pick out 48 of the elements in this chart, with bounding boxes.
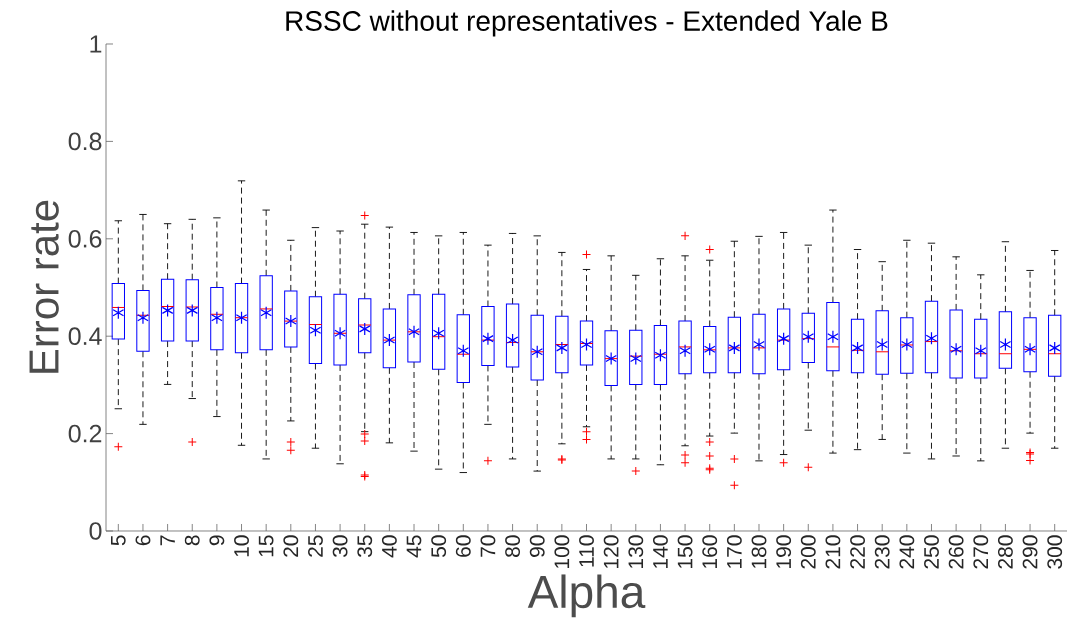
x-tick-label: 40 [381,535,397,558]
x-tick-label: 10 [234,535,249,557]
y-axis-title: Error rate [29,200,59,373]
x-tick-label: 240 [899,535,915,569]
x-tick-label: 20 [283,535,299,557]
x-tick-label: 190 [776,535,792,568]
y-tick-label: 0.8 [68,132,102,151]
x-tick-label: 8 [184,535,200,546]
x-tick-label: 280 [997,535,1013,569]
x-tick-label: 230 [874,535,890,569]
x-tick-label: 7 [160,535,175,546]
x-tick-label: 120 [603,535,619,568]
x-tick-label: 45 [406,535,422,558]
x-tick-label: 30 [332,535,348,558]
x-tick-label: 160 [702,535,718,568]
x-tick-label: 90 [529,535,545,557]
x-tick-label: 6 [135,535,151,546]
y-tick-label: 0.4 [68,327,102,346]
x-tick-label: 220 [850,535,865,569]
x-tick-label: 35 [357,535,373,558]
x-tick-label: 260 [948,535,964,569]
x-tick-label: 130 [628,535,644,568]
x-tick-label: 200 [800,535,816,569]
x-tick-label: 290 [1022,535,1038,569]
y-tick-label: 1 [90,35,102,53]
chart-title: RSSC without representatives - Extended Yale B [286,10,888,37]
y-tick-label: 0.6 [68,229,102,248]
x-tick-label: 170 [726,535,742,568]
x-tick-label: 60 [455,535,471,557]
x-tick-label: 250 [924,535,939,569]
x-tick-label: 100 [554,535,570,568]
y-tick-label: 0 [89,522,102,540]
x-tick-label: 300 [1047,535,1063,569]
x-tick-label: 180 [751,535,767,568]
x-tick-label: 25 [308,535,323,557]
x-tick-label: 15 [258,535,274,557]
y-tick-label: 0.2 [68,424,102,443]
x-tick-label: 210 [825,535,841,569]
x-tick-label: 50 [431,535,447,558]
x-tick-label: 270 [973,535,989,569]
x-tick-label: 9 [209,535,225,546]
x-tick-label: 140 [652,535,668,568]
x-tick-label: 80 [505,535,521,557]
x-tick-label: 150 [677,535,693,568]
x-axis-title: Alpha [527,574,646,618]
x-tick-label: 110 [579,535,594,567]
x-tick-label: 70 [480,535,496,557]
x-tick-label: 5 [111,535,126,546]
